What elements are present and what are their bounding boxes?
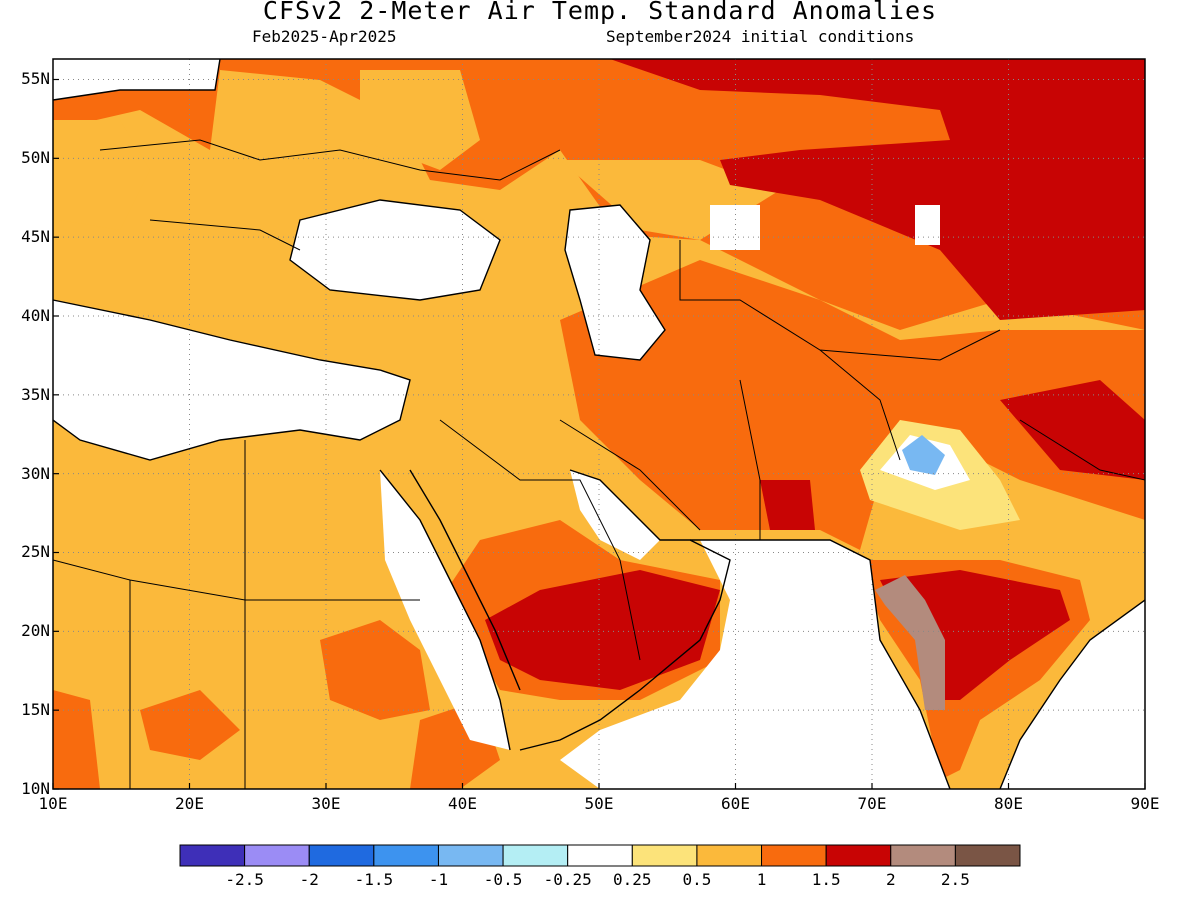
coast-arabia xyxy=(519,469,731,751)
border-africa-vertical xyxy=(129,440,246,789)
coast-mediterranean xyxy=(52,299,411,461)
anomaly-patch-sudan xyxy=(320,620,430,720)
anomaly-balochistan xyxy=(760,480,815,530)
initial-conditions: September2024 initial conditions xyxy=(606,27,915,46)
coast-red-sea xyxy=(379,469,521,751)
colorbar-label: 1 xyxy=(756,870,767,889)
anomaly-central-india xyxy=(880,570,1070,700)
forecast-period: Feb2025-Apr2025 xyxy=(252,27,397,46)
colorbar-label: 0.5 xyxy=(682,870,712,889)
sea-red-sea xyxy=(380,470,510,750)
anomaly-patch-nigeria xyxy=(53,690,100,789)
colorbar-swatch xyxy=(308,844,375,867)
map-grid xyxy=(53,59,1145,789)
anomaly-iran-afghanistan xyxy=(560,260,1145,550)
lat-tick-label: 15N xyxy=(21,700,50,720)
border-middle-east xyxy=(439,419,701,661)
border-central-asia xyxy=(679,240,1001,361)
colorbar xyxy=(179,844,1021,867)
anomaly-band-europe-east xyxy=(360,70,480,170)
colorbar-swatch xyxy=(954,844,1021,867)
chart-title: CFSv2 2-Meter Air Temp. Standard Anomali… xyxy=(262,0,938,25)
lake-aral xyxy=(710,205,760,250)
lat-tick-label: 25N xyxy=(21,542,50,562)
coast-black-sea xyxy=(289,199,501,301)
lat-tick-label: 10N xyxy=(21,779,50,798)
colorbar-label: -0.5 xyxy=(483,870,523,889)
border-himalaya xyxy=(1019,419,1146,481)
colorbar-swatch xyxy=(502,844,569,867)
colorbar-swatch xyxy=(631,844,698,867)
colorbar-swatch xyxy=(179,844,246,867)
sea-caspian xyxy=(565,205,665,360)
sea-persian-gulf xyxy=(570,470,660,560)
lon-tick-label: 20E xyxy=(175,794,204,813)
sea-black-sea xyxy=(290,200,500,300)
border-europe xyxy=(99,139,561,251)
lat-tick-label: 20N xyxy=(21,621,50,641)
lake-balkhash xyxy=(915,205,940,245)
coast-pakistan-india-west xyxy=(690,539,951,790)
anomaly-tibet xyxy=(1000,380,1145,480)
lat-tick-label: 50N xyxy=(21,148,50,168)
colorbar-swatch xyxy=(890,844,956,867)
lon-tick-label: 80E xyxy=(994,794,1023,813)
lon-tick-label: 60E xyxy=(721,794,750,813)
anomaly-arabia-core xyxy=(485,570,720,690)
country-borders xyxy=(52,139,1146,789)
lat-tick-label: 35N xyxy=(21,384,50,404)
colorbar-label: -0.25 xyxy=(543,870,592,889)
coast-india-east xyxy=(999,599,1146,790)
sea-arabian-sea xyxy=(560,540,950,789)
colorbar-label: -1.5 xyxy=(354,870,394,889)
colorbar-label: -2.5 xyxy=(225,870,264,889)
coast-baltic xyxy=(52,58,221,101)
coast-caspian xyxy=(564,204,666,361)
colorbar-label: 0.25 xyxy=(613,870,652,889)
lon-tick-label: 70E xyxy=(857,794,887,813)
colorbar-label: 2 xyxy=(885,870,896,889)
colorbar-label: -1 xyxy=(428,870,449,889)
colorbar-swatch xyxy=(761,844,827,867)
sea-mediterranean xyxy=(53,300,410,460)
border-africa-north xyxy=(52,559,420,601)
colorbar-label: -2 xyxy=(299,870,319,889)
lon-tick-label: 90E xyxy=(1130,794,1160,813)
colorbar-swatch xyxy=(567,844,633,867)
colorbar-swatch xyxy=(244,844,310,867)
anomaly-cool-spot xyxy=(902,435,945,475)
lat-tick-label: 40N xyxy=(21,305,50,325)
lon-tick-label: 50E xyxy=(584,794,614,813)
lat-tick-label: 45N xyxy=(21,227,50,247)
lon-tick-label: 30E xyxy=(311,794,341,813)
coastlines xyxy=(52,58,1146,790)
lat-tick-label: 55N xyxy=(21,69,50,89)
colorbar-swatch xyxy=(825,844,892,867)
lon-tick-label: 10E xyxy=(38,794,68,813)
anomaly-extreme-india xyxy=(875,575,945,710)
colorbar-swatch xyxy=(696,844,763,867)
colorbar-swatch xyxy=(437,844,504,867)
anomaly-field xyxy=(53,59,1145,789)
colorbar-label: 2.5 xyxy=(940,870,970,889)
sea-bay-of-bengal xyxy=(1000,600,1145,789)
colorbar-label: 1.5 xyxy=(811,870,841,889)
colorbar-swatch xyxy=(373,844,439,867)
anomaly-siberia xyxy=(610,59,1145,320)
lat-tick-label: 30N xyxy=(21,463,50,483)
border-iran-pakistan xyxy=(739,349,901,540)
axis-ticks xyxy=(52,78,1146,790)
lon-tick-label: 40E xyxy=(448,794,477,813)
